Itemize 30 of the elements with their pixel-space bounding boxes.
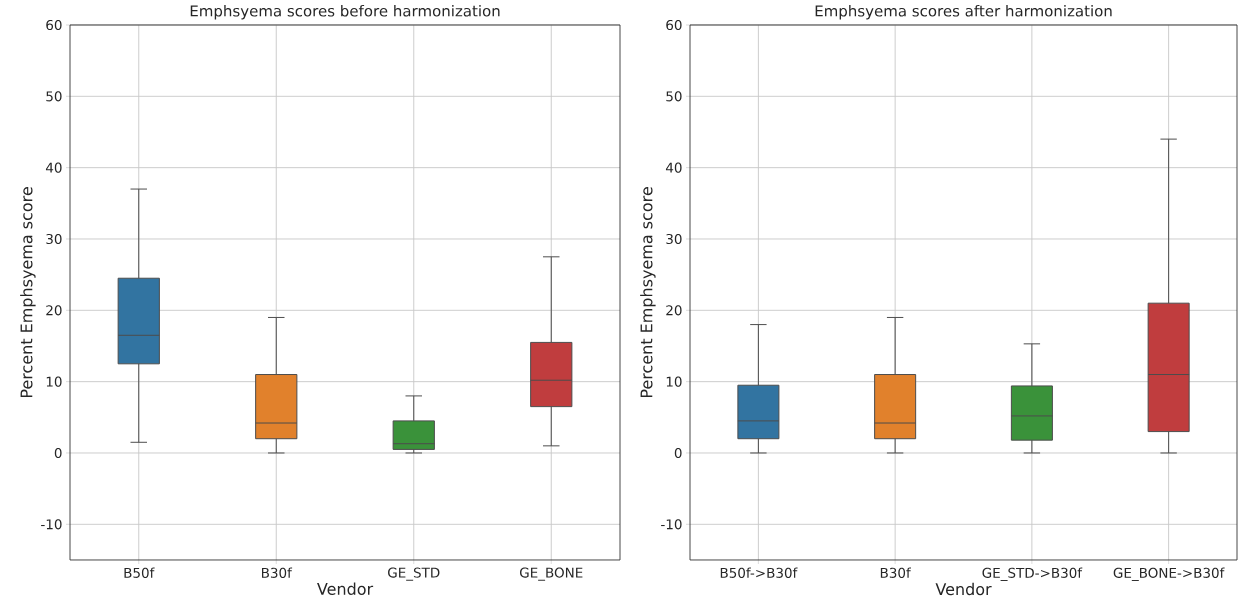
y-tick-label: 10 [666,376,682,387]
x-tick-label: B30f [261,567,293,578]
x-tick-label: B30f [880,567,911,578]
y-axis-title: Percent Emphsyema score [640,187,656,398]
chart-title: Emphsyema scores after harmonization [815,4,1112,20]
y-axis-title: Percent Emphsyema score [20,187,36,398]
y-tick-label: 0 [54,447,62,459]
x-tick-label: B50f->B30f [720,567,798,578]
chart-title: Emphsyema scores before harmonization [190,4,500,20]
x-axis-title: Vendor [317,582,374,595]
x-tick-label: GE_STD [388,567,440,581]
y-tick-label: 0 [674,447,682,459]
y-tick-label: 20 [46,305,62,316]
y-tick-label: -10 [661,519,682,530]
x-tick-label: B50f [124,567,155,578]
y-tick-label: 60 [46,19,62,31]
x-axis-title: Vendor [935,582,992,596]
y-tick-label: 60 [666,19,682,31]
y-tick-label: 50 [46,91,62,102]
x-tick-label: GE_BONE->B30f [1113,567,1225,581]
y-tick-label: 30 [46,233,62,245]
x-tick-label: GE_BONE [520,567,583,581]
y-tick-label: 40 [45,162,62,173]
y-tick-label: 10 [46,376,62,387]
y-tick-label: -10 [41,519,62,530]
x-tick-label: GE_STD->B30f [982,567,1083,581]
y-tick-label: 40 [665,162,682,173]
y-tick-label: 20 [666,305,682,316]
y-tick-label: 30 [666,233,682,245]
y-tick-label: 50 [666,91,682,102]
